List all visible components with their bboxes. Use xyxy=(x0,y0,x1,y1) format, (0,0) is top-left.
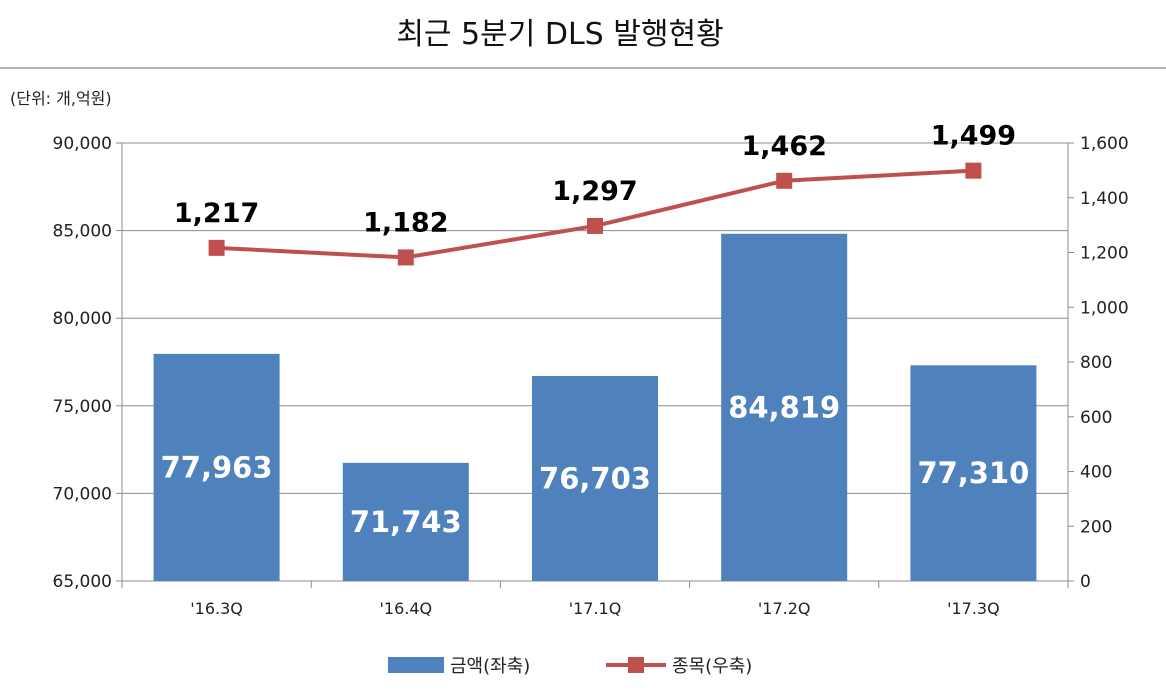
legend-swatch-bar xyxy=(388,657,444,673)
axes: 65,000 70,000 75,000 80,000 85,000 90,000 0 200… xyxy=(53,134,1129,618)
y-left-tick-label: 85,000 xyxy=(53,222,112,242)
chart-title: 최근 5분기 DLS 발행현황 xyxy=(396,17,723,52)
y-right-tick-label: 800 xyxy=(1080,353,1112,373)
bar xyxy=(532,375,658,581)
bar-value-label: 71,743 xyxy=(350,505,462,539)
y-right-tick-label: 1,000 xyxy=(1080,298,1129,318)
y-right-tick-label: 1,200 xyxy=(1080,244,1129,264)
y-right-tick-label: 1,400 xyxy=(1080,189,1129,209)
legend: 금액(좌축) 종목(우축) xyxy=(388,656,752,677)
legend-label-bar: 금액(좌축) xyxy=(450,656,530,677)
line-marker xyxy=(587,217,603,234)
data-labels: 77,963 71,743 76,703 84,819 77,310 1,217 1,182… xyxy=(161,121,1030,539)
legend-swatch-marker xyxy=(628,657,644,673)
unit-label: (단위: 개,억원) xyxy=(10,89,112,108)
line-marker xyxy=(776,172,793,189)
y-left-tick-label: 65,000 xyxy=(53,572,112,592)
bar xyxy=(342,462,469,581)
y-left-tick-label: 75,000 xyxy=(53,397,112,417)
x-tick-label: '17.3Q xyxy=(947,599,1000,618)
y-right-tick-label: 0 xyxy=(1080,572,1091,592)
line-series xyxy=(208,162,982,266)
x-tick-label: '17.1Q xyxy=(569,599,622,618)
bar-value-label: 77,963 xyxy=(161,450,273,484)
bar xyxy=(721,233,848,581)
x-tick-label: '17.2Q xyxy=(758,599,811,618)
line-marker xyxy=(397,249,414,266)
line-value-label: 1,499 xyxy=(931,121,1016,152)
x-tick-label: '16.3Q xyxy=(190,599,243,618)
line-marker xyxy=(208,239,225,256)
line-marker xyxy=(965,162,982,179)
bar-value-label: 84,819 xyxy=(728,390,840,424)
y-right-tick-label: 400 xyxy=(1080,463,1112,483)
line-value-label: 1,182 xyxy=(363,207,448,238)
y-left-tick-label: 90,000 xyxy=(53,134,112,154)
legend-label-line: 종목(우축) xyxy=(672,656,752,677)
bar-series xyxy=(153,233,1037,581)
y-right-tick-label: 600 xyxy=(1080,408,1112,428)
line-value-label: 1,462 xyxy=(741,131,826,162)
y-right-tick-label: 1,600 xyxy=(1080,134,1129,154)
bar xyxy=(910,365,1037,581)
line-value-label: 1,217 xyxy=(174,198,259,229)
line-value-label: 1,297 xyxy=(552,176,637,207)
y-left-tick-label: 80,000 xyxy=(53,309,112,329)
y-left-tick-label: 70,000 xyxy=(53,484,112,504)
bar-value-label: 76,703 xyxy=(539,461,651,495)
bar-value-label: 77,310 xyxy=(917,456,1029,490)
bar xyxy=(153,353,280,581)
y-right-tick-label: 200 xyxy=(1080,517,1112,537)
x-tick-label: '16.4Q xyxy=(379,599,432,618)
